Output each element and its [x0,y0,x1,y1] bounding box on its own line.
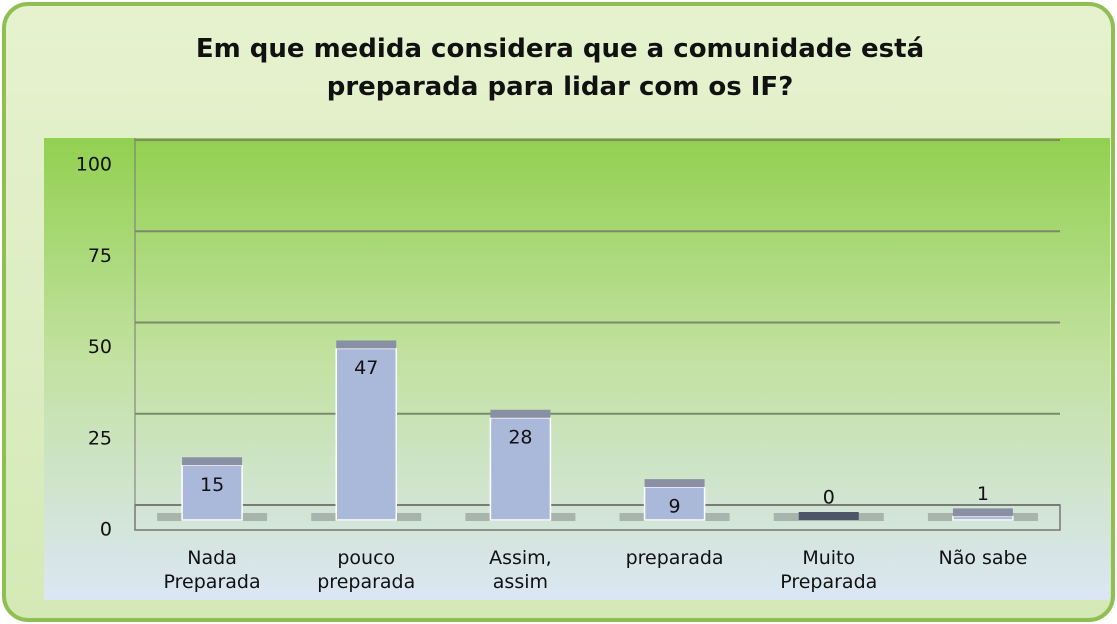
bar-top [644,479,705,488]
title-box: Em que medida considera que a comunidade… [195,34,925,102]
value-label: 0 [823,487,835,509]
x-tick-label: Não sabe [938,547,1028,569]
bar [489,417,552,521]
y-tick-label: 50 [88,336,112,358]
x-tick-label: Nada Preparada [163,547,261,593]
chart-title: Em que medida considera que a comunidade… [195,34,925,102]
floor [134,504,1061,531]
bar-top [952,508,1013,517]
value-label: 47 [354,357,378,379]
value-label: 1 [977,483,989,505]
bar-top [490,409,551,418]
x-tick-label: Assim, assim [489,547,552,593]
plot-area [44,138,1110,600]
y-tick-label: 75 [88,245,112,267]
x-tick-label: pouco preparada [317,547,416,593]
bar [643,486,706,521]
bar [952,515,1014,521]
bar-top [336,340,397,349]
y-tick-label: 25 [88,427,112,449]
x-tick-label: Muito Preparada [780,547,878,593]
x-tick-label: preparada [625,547,724,569]
bar-top [798,512,859,520]
bar-top [182,457,243,466]
y-tick-label: 0 [100,519,112,541]
y-tick-label: 100 [76,154,112,176]
value-label: 9 [669,496,681,518]
value-label: 28 [508,426,532,448]
value-label: 15 [200,474,224,496]
bar [335,347,397,521]
